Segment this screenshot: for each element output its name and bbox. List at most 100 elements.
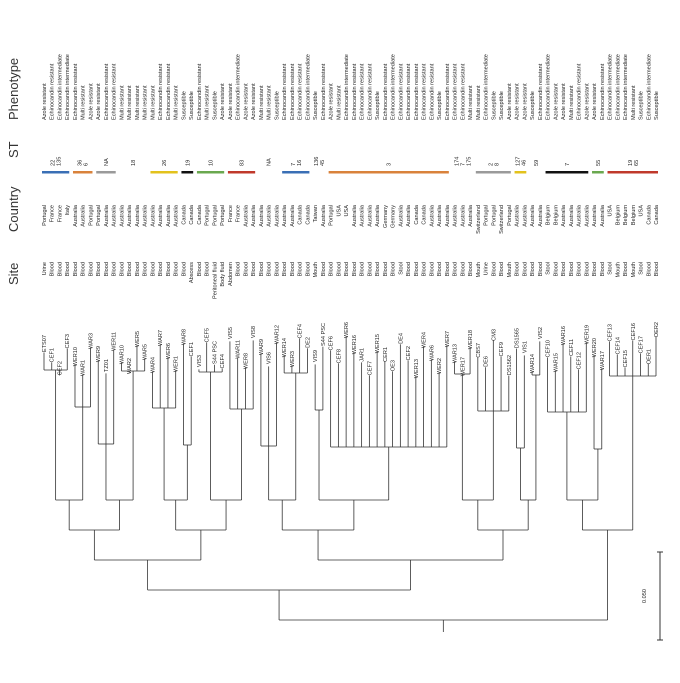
country-label: Canada xyxy=(305,204,311,224)
phenotype-label: Echinocandin intermediate xyxy=(615,54,621,120)
site-label: Blood xyxy=(259,262,265,276)
isolate-label: CEF2 xyxy=(406,346,412,360)
site-label: Stool xyxy=(639,262,645,275)
country-label: Australia xyxy=(429,204,435,227)
site-label: Blood xyxy=(197,262,203,276)
site-label: Stool xyxy=(546,262,552,275)
site-label: Blood xyxy=(592,262,598,276)
st-bar xyxy=(514,171,527,174)
site-label: Abdomen xyxy=(228,262,234,286)
site-label: Blood xyxy=(112,262,118,276)
country-label: Australia xyxy=(584,204,590,227)
phenotype-label: Echinocandin resistant xyxy=(112,63,118,120)
st-label: 22 xyxy=(51,160,57,166)
site-label: Blood xyxy=(538,262,544,276)
site-label: Blood xyxy=(57,262,63,276)
isolate-label: VIS1 xyxy=(522,341,528,353)
isolate-label: WER15 xyxy=(375,334,381,353)
site-label: Blood xyxy=(174,262,180,276)
site-label: Blood xyxy=(491,262,497,276)
st-bar xyxy=(196,171,225,174)
isolate-label: CEF17 xyxy=(639,336,645,353)
phenotype-label: Susceptible xyxy=(181,91,187,120)
phenotype-label: Echinocandin resistant xyxy=(321,63,327,120)
phenotype-label: Echinocandin intermediate xyxy=(344,54,350,120)
phenotype-label: Echinocandin intermediate xyxy=(236,54,242,120)
site-label: Blood xyxy=(367,262,373,276)
phenotype-label: Azole resistant xyxy=(220,83,226,120)
phenotype-label: Susceptible xyxy=(189,91,195,120)
st-bar xyxy=(42,171,70,174)
site-label: Blood xyxy=(515,262,521,276)
phenotype-label: Echinocandin resistant xyxy=(73,63,79,120)
country-label: Australia xyxy=(592,204,598,227)
isolate-label: CEF10 xyxy=(546,340,552,357)
site-label: Blood xyxy=(251,262,257,276)
phenotype-label: Echinocandin intermediate xyxy=(65,54,71,120)
phenotype-label: Azole resistant xyxy=(42,83,48,120)
isolate-label: WAR5 xyxy=(143,344,149,360)
site-label: Blood xyxy=(600,262,606,276)
phenotype-label: Echinocandin intermediate xyxy=(646,54,652,120)
phenotype-label: Echinocandin resistant xyxy=(577,63,583,120)
isolate-label: CEF12 xyxy=(577,352,583,369)
site-label: Blood xyxy=(623,262,629,276)
site-label: Blood xyxy=(654,262,660,276)
st-bar xyxy=(227,171,256,174)
st-label: 174 xyxy=(454,157,460,166)
phenotype-label: Azole resistant xyxy=(96,83,102,120)
country-label: Australia xyxy=(73,204,79,227)
site-label: Mouth xyxy=(615,262,621,278)
phenotype-label: Multi resistant xyxy=(143,85,149,120)
phenotype-label: Echinocandin resistant xyxy=(367,63,373,120)
phenotype-label: Echinocandin intermediate xyxy=(484,54,490,120)
site-label: Blood xyxy=(119,262,125,276)
country-label: Canada xyxy=(646,204,652,224)
site-label: Urine xyxy=(42,262,48,275)
phenotype-label: Azole resistant xyxy=(243,83,249,120)
isolate-label: WER16 xyxy=(352,335,358,354)
country-label: Australia xyxy=(259,204,265,227)
site-label: Blood xyxy=(205,262,211,276)
phenotype-label: Echinocandin resistant xyxy=(298,63,304,120)
isolate-label: CEF8 xyxy=(336,349,342,363)
phenotype-label: Multi resistant xyxy=(336,85,342,120)
country-label: Australia xyxy=(530,204,536,227)
st-label: NA xyxy=(104,158,110,166)
phenotype-label: Azole resistant xyxy=(522,83,528,120)
phenotype-label: Multi resistant xyxy=(468,85,474,120)
site-label: Blood xyxy=(290,262,296,276)
site-label: Blood xyxy=(406,262,412,276)
site-label: Blood xyxy=(499,262,505,276)
st-label: 55 xyxy=(596,160,602,166)
isolate-label: WAR3 xyxy=(88,333,94,349)
country-label: Belgium xyxy=(631,205,637,226)
site-label: Blood xyxy=(65,262,71,276)
country-label: Germany xyxy=(391,205,397,228)
isolate-label: CEF4 xyxy=(220,354,226,368)
isolate-label: CEF1 xyxy=(50,348,56,362)
country-label: Portugal xyxy=(212,205,218,226)
country-label: Canada xyxy=(298,204,304,224)
isolate-label: WAR1 xyxy=(81,360,87,376)
site-label: Blood xyxy=(375,262,381,276)
site-label: Blood xyxy=(135,262,141,276)
isolate-label: WER1 xyxy=(174,356,180,372)
site-label: Blood xyxy=(267,262,273,276)
phenotype-label: Azole resistant xyxy=(251,83,257,120)
site-label: Blood xyxy=(352,262,358,276)
site-label: Blood xyxy=(561,262,567,276)
country-label: Australia xyxy=(150,204,156,227)
site-label: Stool xyxy=(398,262,404,275)
site-label: Mouth xyxy=(507,262,513,278)
country-label: Australia xyxy=(600,204,606,227)
isolate-label: VIS9 xyxy=(313,350,319,362)
phenotype-label: Susceptible xyxy=(499,91,505,120)
isolate-label: VIS6 xyxy=(267,352,273,364)
st-label: 7 xyxy=(291,163,297,166)
isolate-label: CM3 xyxy=(491,329,497,341)
st-label: 10 xyxy=(209,160,215,166)
country-label: Belgium xyxy=(546,205,552,226)
country-label: Australia xyxy=(174,204,180,227)
site-label: Blood xyxy=(282,262,288,276)
